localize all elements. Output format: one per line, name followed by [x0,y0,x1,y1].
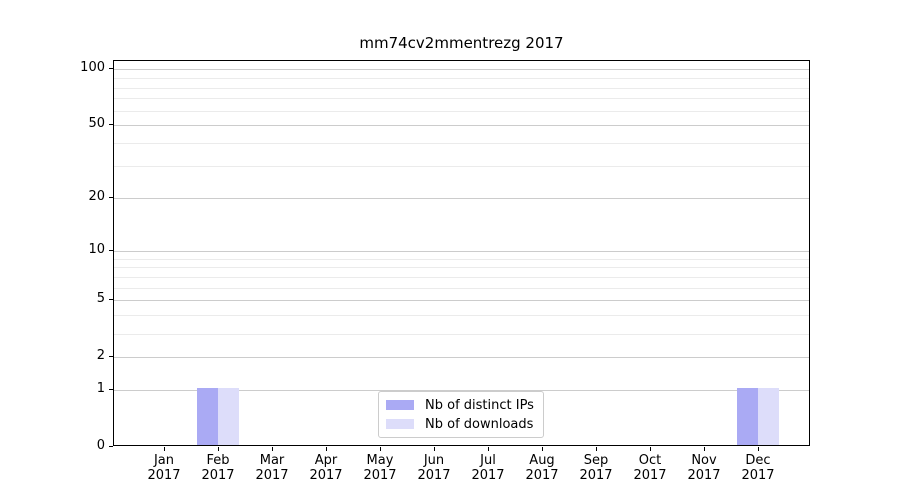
y-tick-mark [109,124,113,126]
x-tick-mark [326,447,327,451]
y-tick-mark [109,299,113,301]
y-tick-label: 0 [96,438,105,453]
gridline-major [114,69,809,71]
y-tick-mark [109,196,113,198]
x-tick-label: Nov 2017 [687,453,721,483]
gridline-minor [114,77,809,79]
gridline-major [114,125,809,127]
x-tick-label: Oct 2017 [633,453,667,483]
y-tick-label: 10 [88,241,105,257]
y-tick-label: 20 [88,188,105,204]
x-tick-mark [542,447,543,451]
gridline-minor [114,333,809,335]
y-tick-mark [109,389,113,391]
legend-entry: Nb of downloads [386,416,534,432]
y-tick-mark [109,249,113,251]
bar-downloads [218,388,239,445]
gridline-minor [114,287,809,289]
gridline-minor [114,143,809,145]
bar-downloads [758,388,779,445]
legend: Nb of distinct IPs Nb of downloads [378,391,544,438]
x-tick-label: May 2017 [363,453,397,483]
x-tick-label: Jul 2017 [471,453,505,483]
x-tick-label: Feb 2017 [201,453,235,483]
x-tick-label: Jun 2017 [417,453,451,483]
x-tick-mark [596,447,597,451]
x-tick-label: Sep 2017 [579,453,613,483]
gridline-minor [114,110,809,112]
gridline-major [114,357,809,359]
x-tick-mark [272,447,273,451]
x-tick-label: Aug 2017 [525,453,559,483]
bar-distinct-ips [737,388,758,445]
gridline-minor [114,87,809,89]
x-tick-mark [758,447,759,451]
x-tick-label: Jan 2017 [147,453,181,483]
x-tick-label: Mar 2017 [255,453,289,483]
gridline-major [114,300,809,302]
legend-entry: Nb of distinct IPs [386,397,534,413]
legend-swatch [386,400,414,410]
y-tick-mark [109,68,113,70]
bar-distinct-ips [197,388,218,445]
x-tick-mark [434,447,435,451]
x-tick-mark [650,447,651,451]
chart-title: mm74cv2mmentrezg 2017 [359,34,564,52]
legend-label: Nb of distinct IPs [425,397,534,413]
gridline-major [114,390,809,392]
x-tick-label: Apr 2017 [309,453,343,483]
gridline-major [114,250,809,252]
y-tick-label: 5 [96,291,105,307]
y-tick-label: 2 [96,348,105,364]
y-tick-label: 50 [88,116,105,132]
y-tick-mark [109,356,113,358]
gridline-minor [114,258,809,260]
gridline-minor [114,315,809,317]
legend-swatch [386,419,414,429]
gridline-minor [114,276,809,278]
y-tick-label: 100 [80,60,105,76]
x-tick-mark [380,447,381,451]
y-tick-mark [109,446,113,447]
x-tick-mark [704,447,705,451]
x-tick-mark [488,447,489,451]
x-tick-mark [164,447,165,451]
legend-label: Nb of downloads [425,416,534,432]
gridline-minor [114,166,809,168]
x-tick-mark [218,447,219,451]
plot-area [113,60,810,446]
y-tick-label: 1 [96,381,105,397]
x-tick-label: Dec 2017 [741,453,775,483]
gridline-minor [114,267,809,269]
gridline-major [114,197,809,199]
gridline-minor [114,98,809,100]
